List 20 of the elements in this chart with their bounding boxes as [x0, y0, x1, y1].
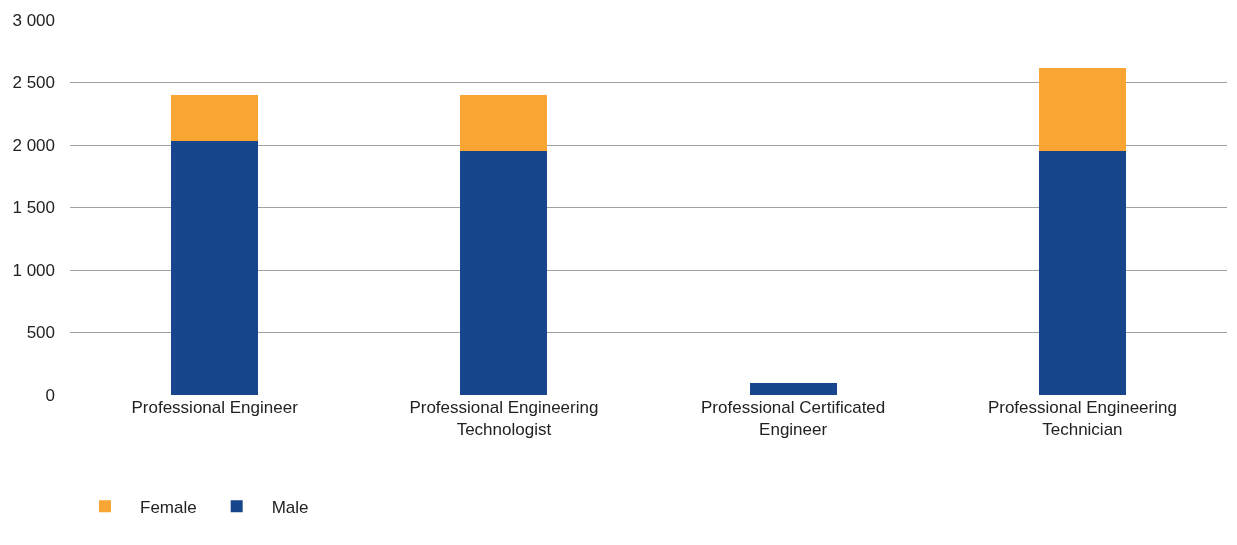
y-tick-label: 1 500	[12, 198, 55, 218]
y-tick-label: 2 500	[12, 73, 55, 93]
legend-label: Female	[140, 497, 197, 517]
y-tick-label: 500	[26, 323, 55, 343]
bar	[749, 382, 837, 395]
x-tick-label: Professional Engineer	[131, 398, 299, 417]
x-tick-label: Professional Engineering Technician	[987, 398, 1177, 440]
bar	[1038, 151, 1126, 395]
bar	[460, 151, 548, 395]
x-tick-label: Professional Certificated Engineer	[701, 398, 886, 440]
bar	[1038, 67, 1126, 152]
bar	[171, 95, 259, 142]
y-tick-label: 1 000	[12, 260, 55, 280]
y-tick-label: 3 000	[12, 10, 55, 30]
x-tick-label: Professional Engineering Technologist	[409, 398, 599, 440]
bar	[460, 95, 548, 152]
y-tick-label: 2 000	[12, 135, 55, 155]
y-tick-label: 0	[45, 385, 55, 405]
bar	[171, 141, 259, 395]
legend-label: Male	[271, 497, 309, 517]
